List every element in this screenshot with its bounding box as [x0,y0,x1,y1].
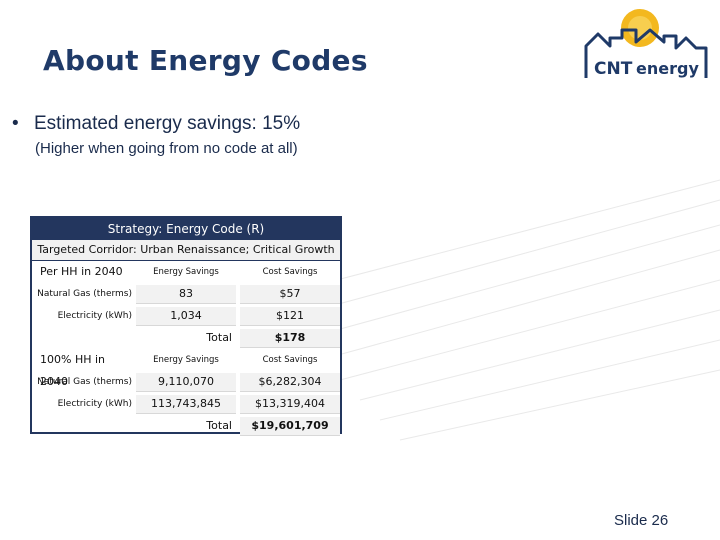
total-value: $19,601,709 [251,419,329,432]
slide-number: Slide 26 [614,512,669,529]
section1-col-cost: Cost Savings [262,267,318,277]
cnt-energy-logo: CNT energy [584,9,708,79]
slide-title: About Energy Codes [43,44,368,77]
bullet-item: • Estimated energy savings: 15% [12,113,300,135]
row-label: Natural Gas (therms) [37,377,132,387]
sub-bullet-text: (Higher when going from no code at all) [35,140,298,157]
cost-value: $57 [279,287,301,300]
cost-value: $121 [276,309,304,322]
table-subtitle: Targeted Corridor: Urban Renaissance; Cr… [32,240,340,261]
total-label: Total [206,419,232,432]
section1-header-row: Per HH in 2040 Energy Savings Cost Savin… [32,261,340,283]
total-label: Total [206,331,232,344]
row-label: Natural Gas (therms) [37,289,132,299]
table-row: Electricity (kWh) 1,034 $121 [32,305,340,327]
cell-shade [240,395,340,414]
cell-shade [136,307,236,326]
row-label: Electricity (kWh) [57,311,132,321]
section2-header: 100% HH in 2040 [40,353,106,388]
section2-col-energy: Energy Savings [153,355,219,365]
cell-shade [136,373,236,392]
section2-header-row: 100% HH in 2040 Energy Savings Cost Savi… [32,349,340,388]
section1-header: Per HH in 2040 [40,265,123,278]
cell-shade [240,417,340,436]
cell-shade [136,285,236,304]
table-row: Electricity (kWh) 113,743,845 $13,319,40… [32,393,340,415]
section1-col-energy: Energy Savings [153,267,219,277]
energy-value: 83 [179,287,193,300]
total-row: Total $19,601,709 [32,415,340,437]
total-row: Total $178 [32,327,340,349]
cell-shade [240,307,340,326]
total-value: $178 [274,331,306,344]
svg-text:energy: energy [636,59,699,78]
svg-text:CNT: CNT [594,59,633,79]
energy-value: 1,034 [170,309,202,322]
cell-shade [136,395,236,414]
bullet-marker: • [12,113,19,134]
cell-shade [240,285,340,304]
cost-value: $13,319,404 [255,397,325,410]
cost-value: $6,282,304 [258,375,322,388]
table-row: Natural Gas (therms) 83 $57 [32,283,340,305]
energy-value: 9,110,070 [158,375,214,388]
energy-value: 113,743,845 [151,397,221,410]
table-row: Natural Gas (therms) 9,110,070 $6,282,30… [32,371,340,393]
bullet-text: Estimated energy savings: 15% [34,113,301,134]
section2-col-cost: Cost Savings [262,355,318,365]
row-label: Electricity (kWh) [57,399,132,409]
cell-shade [240,329,340,348]
energy-code-table: Strategy: Energy Code (R) Targeted Corri… [30,216,342,437]
cell-shade [240,373,340,392]
table-title: Strategy: Energy Code (R) [32,218,340,240]
